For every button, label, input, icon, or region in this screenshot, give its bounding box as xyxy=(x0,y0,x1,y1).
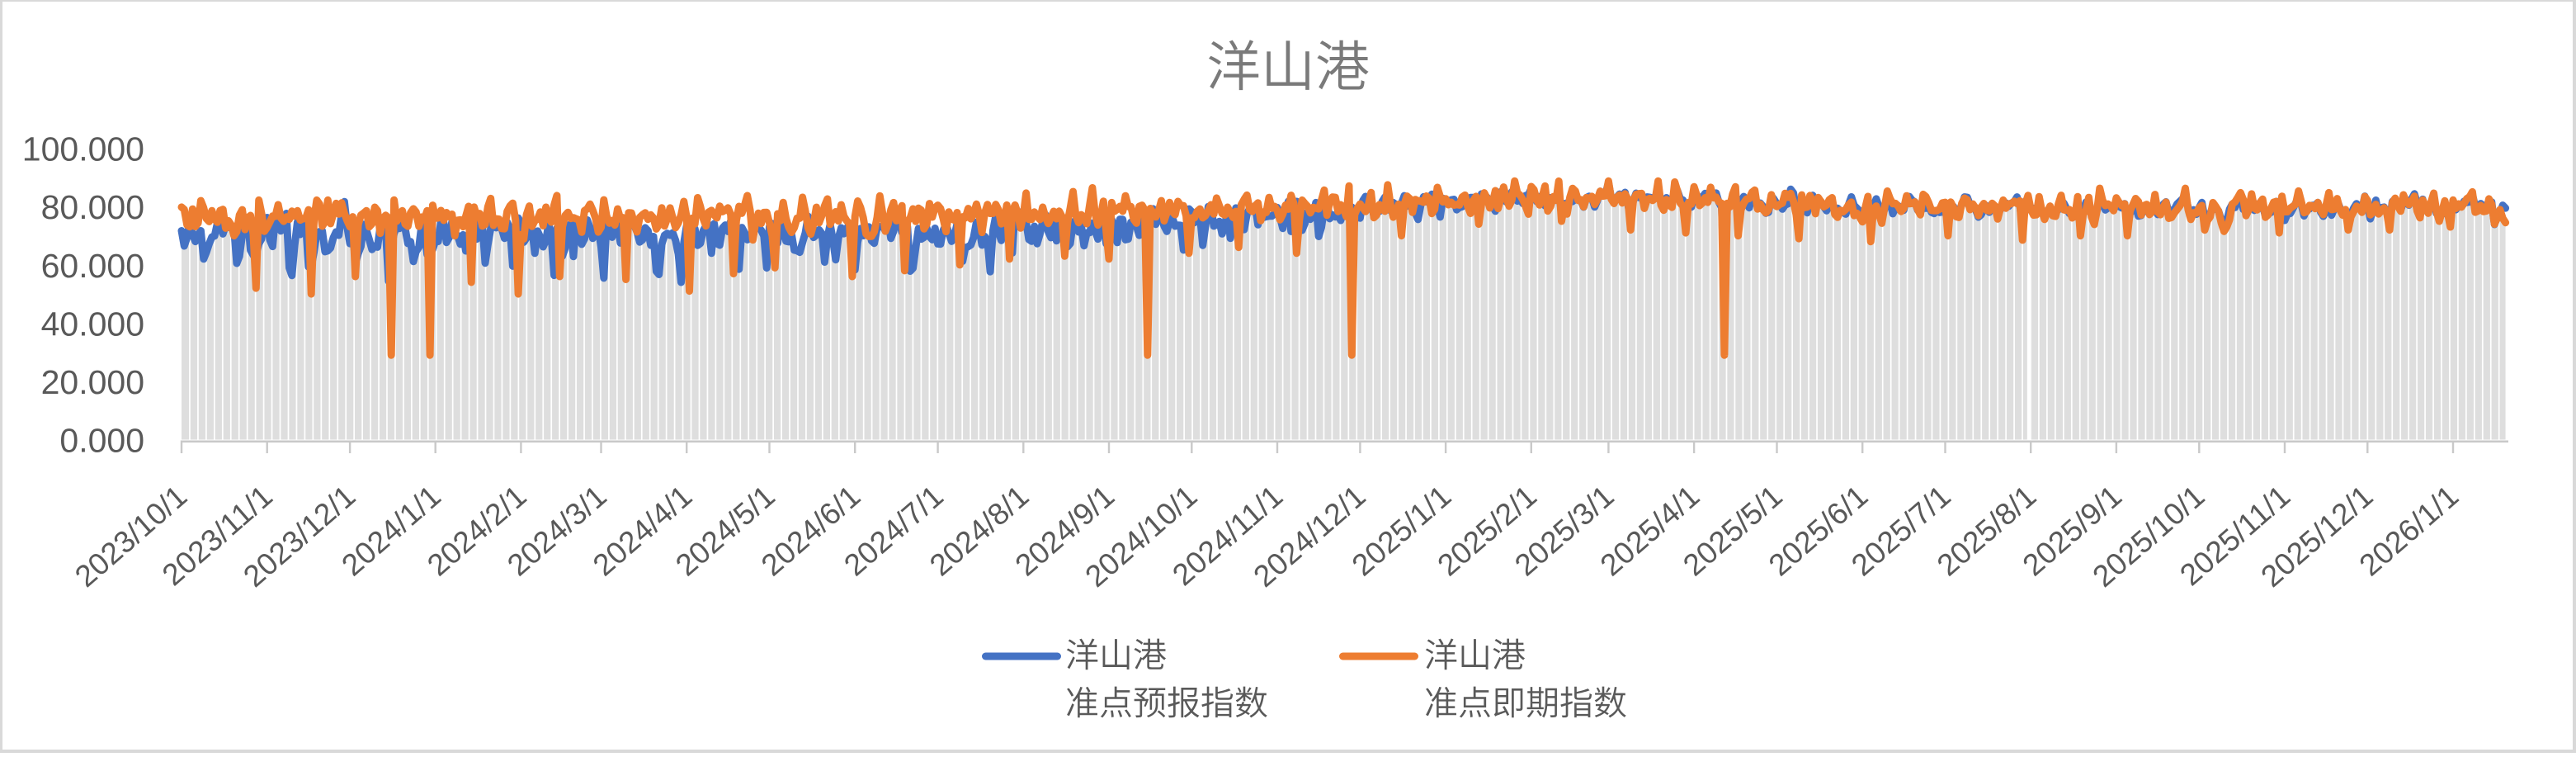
svg-text:40.000: 40.000 xyxy=(41,305,144,343)
svg-text:80.000: 80.000 xyxy=(41,188,144,226)
svg-text:60.000: 60.000 xyxy=(41,247,144,285)
svg-text:0.000: 0.000 xyxy=(59,421,144,459)
svg-text:100.000: 100.000 xyxy=(22,130,144,168)
svg-text:20.000: 20.000 xyxy=(41,363,144,401)
